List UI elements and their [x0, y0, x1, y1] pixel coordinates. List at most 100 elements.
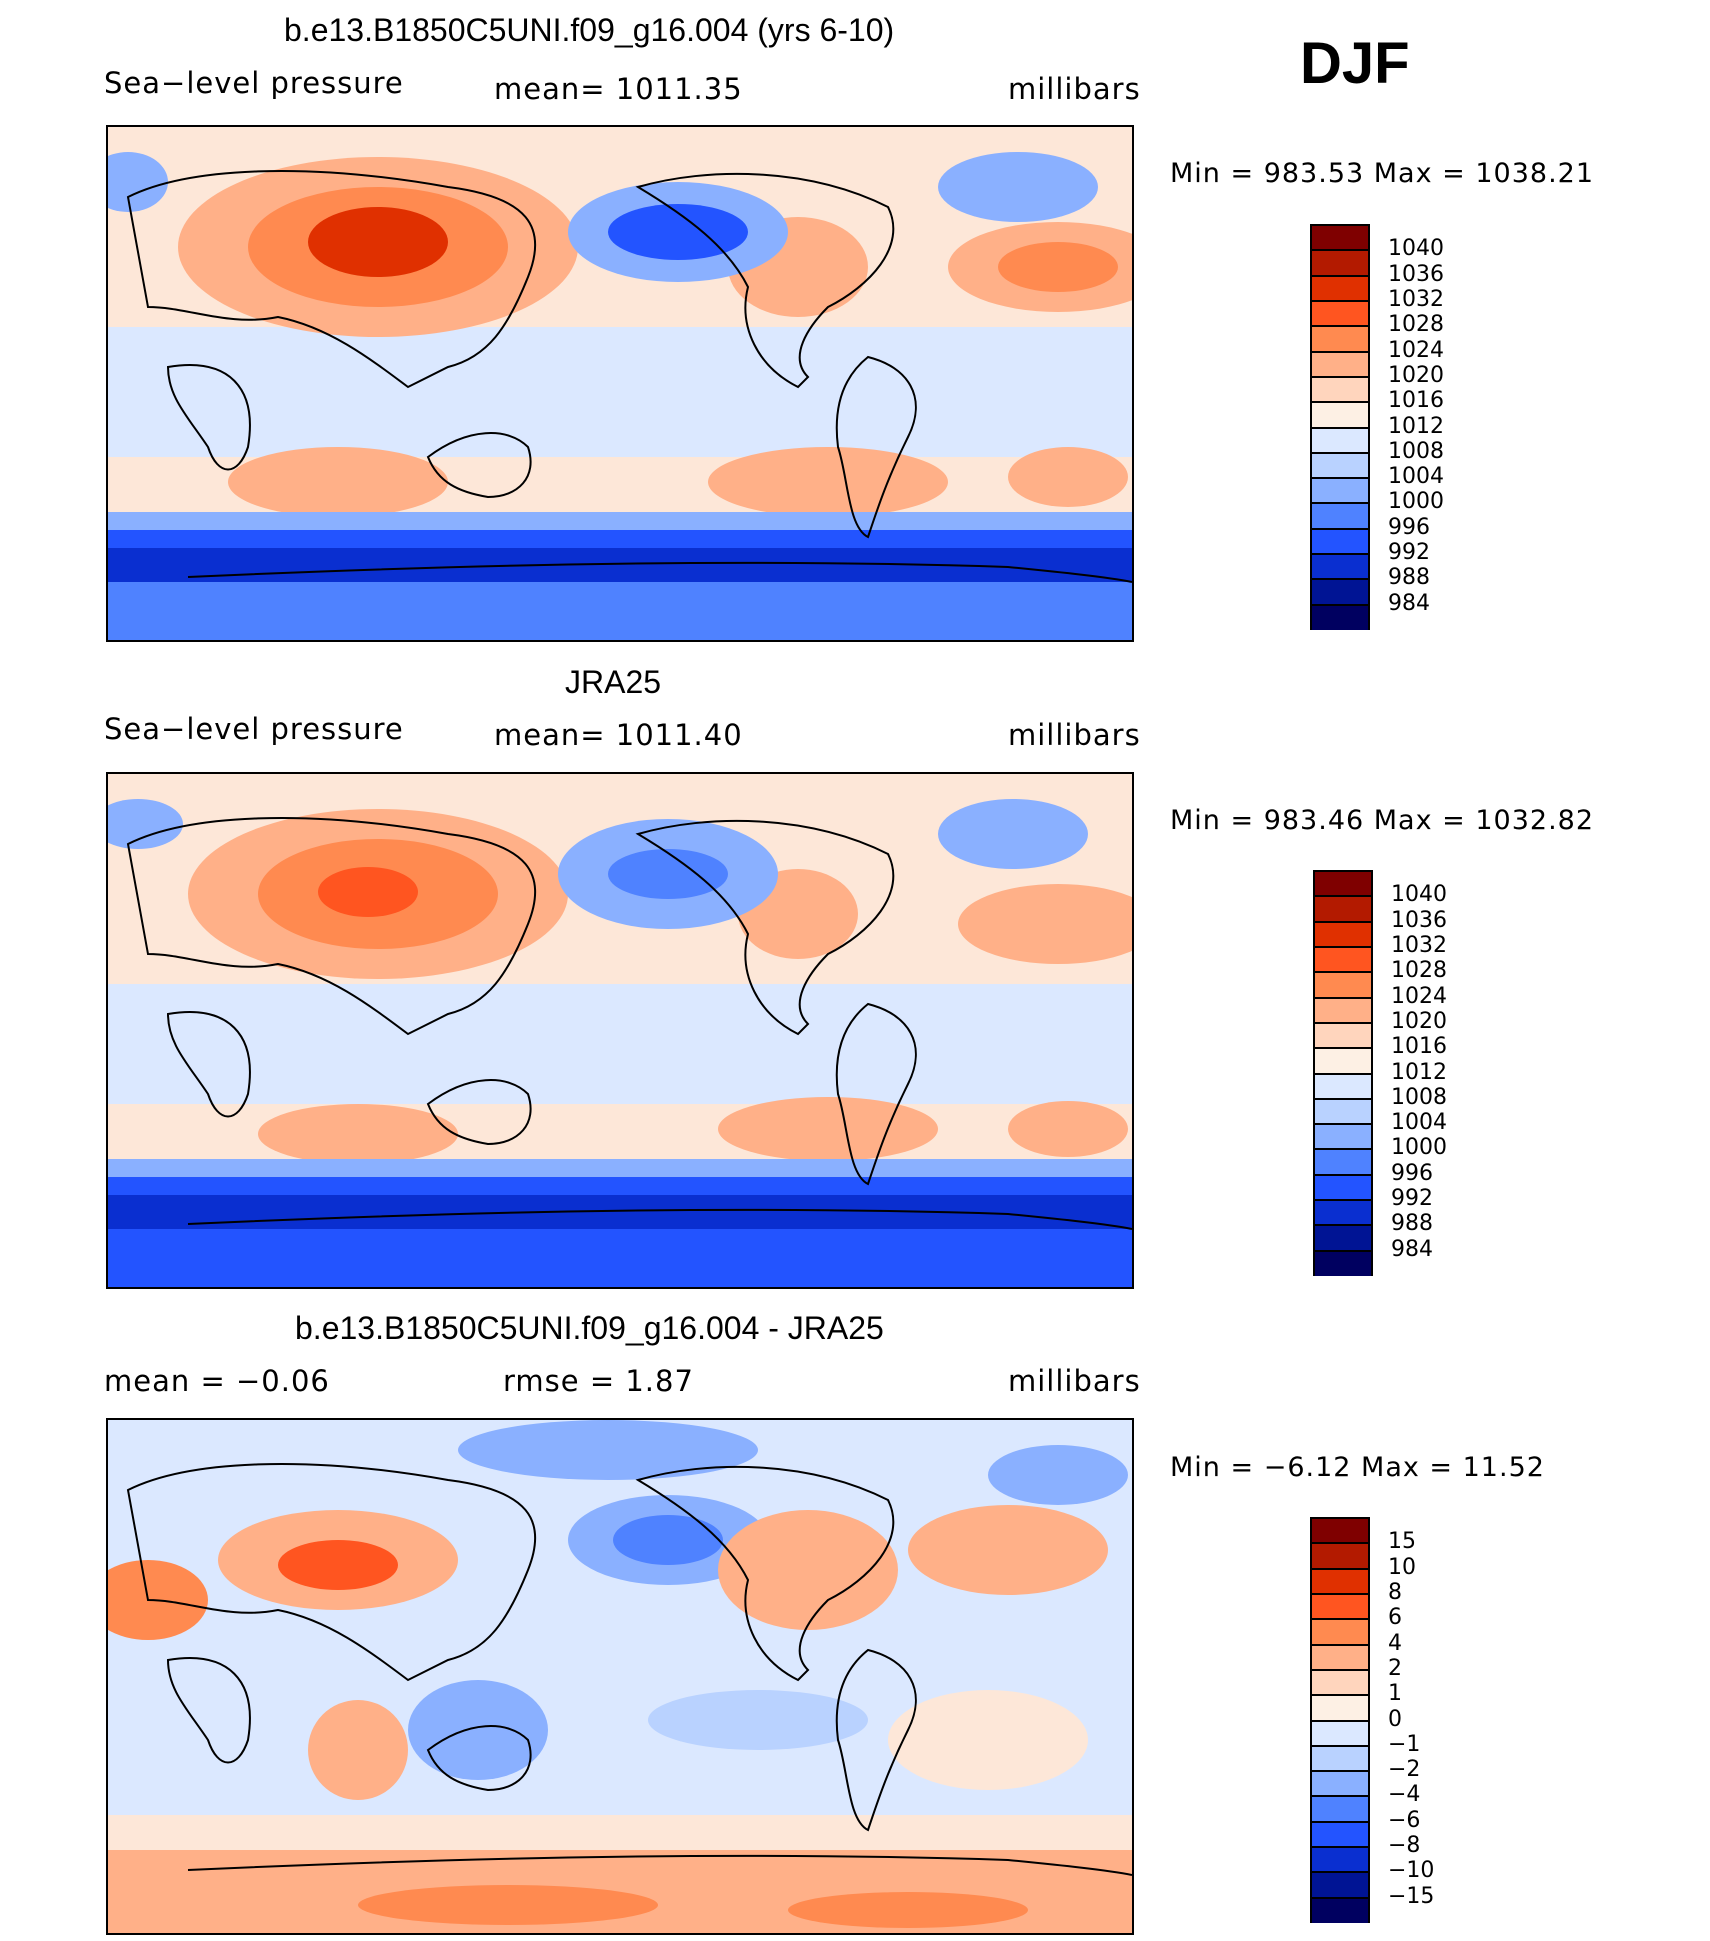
- colorbar-tick-label: 1024: [1391, 983, 1447, 1009]
- colorbar-tick-label: 15: [1388, 1529, 1416, 1555]
- colorbar-tick-label: 1036: [1388, 261, 1444, 287]
- colorbar-tick-label: −6: [1388, 1807, 1421, 1833]
- season-label: DJF: [1300, 31, 1410, 96]
- colorbar-swatch: [1313, 895, 1373, 922]
- panel2-map: [106, 772, 1134, 1289]
- colorbar-tick-label: 1012: [1391, 1059, 1447, 1085]
- colorbar-tick-label: 1008: [1388, 438, 1444, 464]
- colorbar-swatch: [1313, 1123, 1373, 1150]
- colorbar-tick-label: 1020: [1391, 1008, 1447, 1034]
- colorbar-swatch: [1310, 1592, 1370, 1620]
- colorbar-tick-label: 992: [1388, 540, 1430, 566]
- colorbar-tick-label: 4: [1388, 1630, 1402, 1656]
- colorbar-swatch: [1313, 1148, 1373, 1175]
- colorbar-tick-label: 992: [1391, 1186, 1433, 1212]
- colorbar-tick-label: 1040: [1391, 882, 1447, 908]
- colorbar-swatch: [1313, 971, 1373, 998]
- colorbar-tick-label: 1016: [1388, 388, 1444, 414]
- colorbar-swatch: [1310, 1770, 1370, 1797]
- colorbar-tick-label: −2: [1388, 1757, 1421, 1783]
- panel3-map: [106, 1418, 1134, 1935]
- colorbar-tick-label: 1000: [1391, 1135, 1447, 1161]
- colorbar-swatch: [1310, 527, 1370, 555]
- colorbar-tick-label: 984: [1391, 1236, 1433, 1262]
- colorbar-swatch: [1313, 1249, 1373, 1276]
- panel1-minmax: Min = 983.53 Max = 1038.21: [1170, 158, 1595, 189]
- colorbar-tick-label: 2: [1388, 1655, 1402, 1681]
- colorbar-swatch: [1313, 1173, 1373, 1201]
- colorbar-tick-label: 8: [1388, 1579, 1402, 1605]
- colorbar-swatch: [1310, 1744, 1370, 1772]
- panel2-colorbar: 1040 1036 1032 1028 1024 1020 1016 1012 1008 1004…: [1313, 870, 1447, 1276]
- colorbar-swatch: [1313, 1224, 1373, 1251]
- colorbar-swatch: [1310, 502, 1370, 529]
- panel3-units-label: millibars: [1008, 1364, 1141, 1398]
- colorbar-swatch: [1310, 224, 1370, 251]
- panel2-left-label: Sea−level pressure: [104, 712, 404, 746]
- colorbar-swatch: [1310, 350, 1370, 377]
- colorbar-tick-label: −10: [1388, 1858, 1435, 1884]
- colorbar-swatch: [1313, 1097, 1373, 1125]
- colorbar-swatch: [1310, 578, 1370, 605]
- colorbar-swatch: [1310, 1542, 1370, 1569]
- colorbar-tick-label: 1040: [1388, 236, 1444, 262]
- colorbar-swatch: [1310, 426, 1370, 453]
- colorbar-swatch: [1310, 1517, 1370, 1544]
- panel1-left-label: Sea−level pressure: [104, 66, 404, 100]
- colorbar-swatch: [1310, 274, 1370, 301]
- colorbar-swatch: [1310, 1643, 1370, 1670]
- colorbar-tick-label: −1: [1388, 1731, 1421, 1757]
- colorbar-swatch: [1313, 1021, 1373, 1049]
- panel3-colorbar: 15 10 8 6 4 2 1 0 −1 −2 −4 −6 −8 −10 −15: [1310, 1517, 1434, 1923]
- colorbar-swatch: [1310, 1618, 1370, 1645]
- colorbar-tick-label: 1012: [1388, 413, 1444, 439]
- colorbar-tick-label: 1: [1388, 1681, 1402, 1707]
- colorbar-tick-label: −4: [1388, 1782, 1421, 1808]
- colorbar-tick-label: 996: [1388, 514, 1430, 540]
- panel2-mean-label: mean= 1011.40: [494, 718, 743, 752]
- colorbar-swatch: [1310, 1896, 1370, 1923]
- colorbar-tick-label: 1032: [1388, 286, 1444, 312]
- colorbar-swatch: [1310, 1871, 1370, 1898]
- panel1-units-label: millibars: [1008, 72, 1141, 106]
- panel3-rmse-label: rmse = 1.87: [503, 1364, 694, 1398]
- panel2-units-label: millibars: [1008, 718, 1141, 752]
- colorbar-swatch: [1310, 603, 1370, 630]
- colorbar-swatch: [1313, 996, 1373, 1023]
- colorbar-swatch: [1310, 451, 1370, 479]
- panel1-map: [106, 125, 1134, 642]
- colorbar-tick-label: 1000: [1388, 489, 1444, 515]
- colorbar-swatch: [1310, 299, 1370, 327]
- colorbar-tick-label: 1036: [1391, 907, 1447, 933]
- colorbar-swatch: [1310, 325, 1370, 352]
- panel3-title: b.e13.B1850C5UNI.f09_g16.004 - JRA25: [295, 1310, 884, 1346]
- colorbar-tick-label: 996: [1391, 1160, 1433, 1186]
- colorbar-swatch: [1310, 1567, 1370, 1594]
- colorbar-tick-label: −15: [1388, 1883, 1435, 1909]
- colorbar-swatch: [1310, 1694, 1370, 1721]
- colorbar-swatch: [1310, 1820, 1370, 1848]
- colorbar-tick-label: 1020: [1388, 362, 1444, 388]
- colorbar-tick-label: 10: [1388, 1554, 1416, 1580]
- panel2-minmax: Min = 983.46 Max = 1032.82: [1170, 805, 1595, 836]
- colorbar-tick-label: 1008: [1391, 1084, 1447, 1110]
- colorbar-swatch: [1310, 1795, 1370, 1822]
- colorbar-tick-label: 1004: [1388, 464, 1444, 490]
- colorbar-tick-label: 1032: [1391, 932, 1447, 958]
- colorbar-swatch: [1310, 401, 1370, 428]
- colorbar-swatch: [1310, 553, 1370, 580]
- colorbar-tick-label: 6: [1388, 1605, 1402, 1631]
- colorbar-swatch: [1310, 249, 1370, 276]
- panel2-title: JRA25: [565, 664, 662, 700]
- colorbar-swatch: [1313, 1199, 1373, 1226]
- colorbar-swatch: [1313, 945, 1373, 973]
- colorbar-tick-label: 988: [1388, 565, 1430, 591]
- colorbar-swatch: [1310, 375, 1370, 403]
- colorbar-swatch: [1310, 1668, 1370, 1696]
- colorbar-tick-label: 988: [1391, 1211, 1433, 1237]
- panel3-minmax: Min = −6.12 Max = 11.52: [1170, 1452, 1545, 1483]
- panel1-colorbar: 1040 1036 1032 1028 1024 1020 1016 1012 1008 1004…: [1310, 224, 1444, 630]
- colorbar-swatch: [1310, 1846, 1370, 1873]
- colorbar-tick-label: 1028: [1391, 958, 1447, 984]
- colorbar-swatch: [1310, 477, 1370, 504]
